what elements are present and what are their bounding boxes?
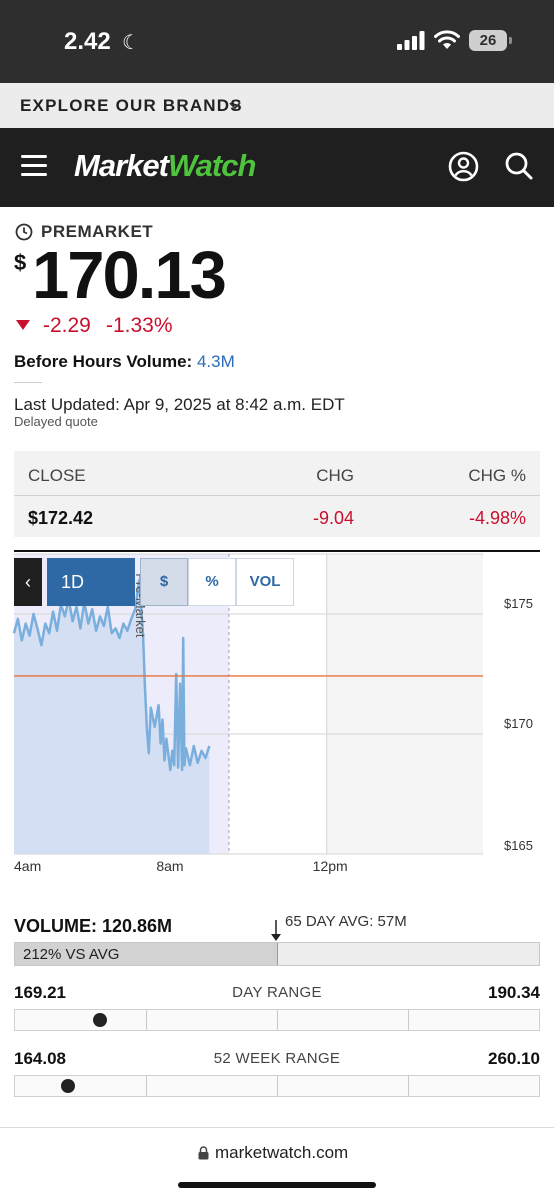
session-label: PREMARKET — [41, 222, 154, 241]
week52-range-bar — [14, 1075, 540, 1097]
x-tick-label: 8am — [156, 858, 183, 874]
explore-brands-bar[interactable]: EXPLORE OUR BRANDS — [0, 83, 554, 128]
after-hours-shade — [326, 554, 483, 854]
browser-url-bar[interactable] — [0, 1128, 554, 1200]
divider — [0, 1127, 554, 1128]
explore-brands-label: EXPLORE OUR BRANDS — [20, 96, 243, 115]
toggle-dollar[interactable]: $ — [140, 558, 188, 606]
price-area-fill — [14, 580, 210, 854]
day-range-title: DAY RANGE — [232, 984, 322, 1001]
divider — [14, 382, 42, 383]
chart-top-border — [14, 550, 540, 552]
stock-price: 170.13 — [32, 238, 227, 313]
average-volume-label: 65 DAY AVG: 57M — [285, 913, 407, 930]
search-icon[interactable] — [504, 151, 534, 181]
week52-range-marker — [60, 1079, 75, 1093]
day-range-marker — [93, 1013, 108, 1027]
price-line — [12, 579, 211, 772]
chg-percent-header: CHG % — [468, 466, 526, 485]
wifi-icon — [434, 30, 460, 49]
range-label: 1D — [61, 572, 85, 592]
user-account-icon[interactable] — [448, 151, 479, 182]
close-table-header: CLOSE CHG CHG % — [14, 451, 540, 496]
average-marker-icon — [271, 920, 281, 941]
status-bar: 2.42 ☾ 26 — [0, 0, 554, 83]
y-tick-label: $175 — [504, 596, 533, 611]
volume-bar-fill — [15, 943, 277, 965]
chg-value: -9.04 — [312, 508, 354, 528]
site-header: MarketWatch — [0, 128, 554, 207]
average-tick — [277, 943, 278, 965]
volume-total: VOLUME: 120.86M — [14, 916, 173, 936]
signal-icon — [397, 31, 425, 50]
close-value: $172.42 — [28, 508, 94, 528]
chg-header: CHG — [316, 466, 354, 485]
range-dropdown[interactable]: 1D — [47, 558, 169, 606]
toggle-percent[interactable]: % — [188, 558, 236, 606]
clock-icon — [15, 223, 33, 241]
last-updated: Last Updated: Apr 9, 2025 at 8:42 a.m. E… — [14, 395, 345, 414]
day-range-high: 190.34 — [488, 983, 540, 1002]
url-text[interactable]: marketwatch.com — [215, 1143, 349, 1162]
volume-vs-average-bar: 212% VS AVG — [14, 942, 540, 966]
week52-range-high: 260.10 — [488, 1049, 540, 1068]
battery-icon: 26 — [469, 30, 512, 51]
chevron-down-icon — [229, 102, 241, 110]
moon-icon: ☾ — [122, 32, 140, 54]
status-time: 2.42 — [64, 28, 111, 55]
down-arrow-icon — [16, 320, 30, 330]
volume-vs-average-text: 212% VS AVG — [23, 946, 120, 963]
menu-icon[interactable] — [21, 155, 47, 177]
close-table: CLOSE CHG CHG % $172.42 -9.04 -4.98% — [14, 451, 540, 537]
chart-back-button[interactable]: ‹ — [14, 558, 42, 606]
price-change-percent: -1.33% — [106, 314, 173, 337]
lock-icon — [198, 1146, 209, 1160]
before-hours-volume: Before Hours Volume: 4.3M — [14, 352, 235, 371]
week52-range-low: 164.08 — [14, 1049, 66, 1068]
y-tick-label: $170 — [504, 716, 533, 731]
marketwatch-logo[interactable]: MarketWatch — [74, 148, 256, 183]
day-range-bar — [14, 1009, 540, 1031]
chg-percent-value: -4.98% — [468, 508, 526, 528]
price-change: -2.29 — [43, 314, 91, 337]
week52-range-title: 52 WEEK RANGE — [213, 1050, 341, 1067]
x-tick-label: 12pm — [313, 858, 348, 874]
delayed-quote-note: Delayed quote — [14, 414, 98, 429]
y-tick-label: $165 — [504, 838, 533, 853]
home-indicator — [178, 1182, 376, 1188]
day-range-low: 169.21 — [14, 983, 66, 1002]
close-header: CLOSE — [28, 466, 86, 485]
toggle-volume[interactable]: VOL — [236, 558, 294, 606]
currency-symbol: $ — [14, 250, 27, 275]
x-tick-label: 4am — [14, 858, 41, 874]
